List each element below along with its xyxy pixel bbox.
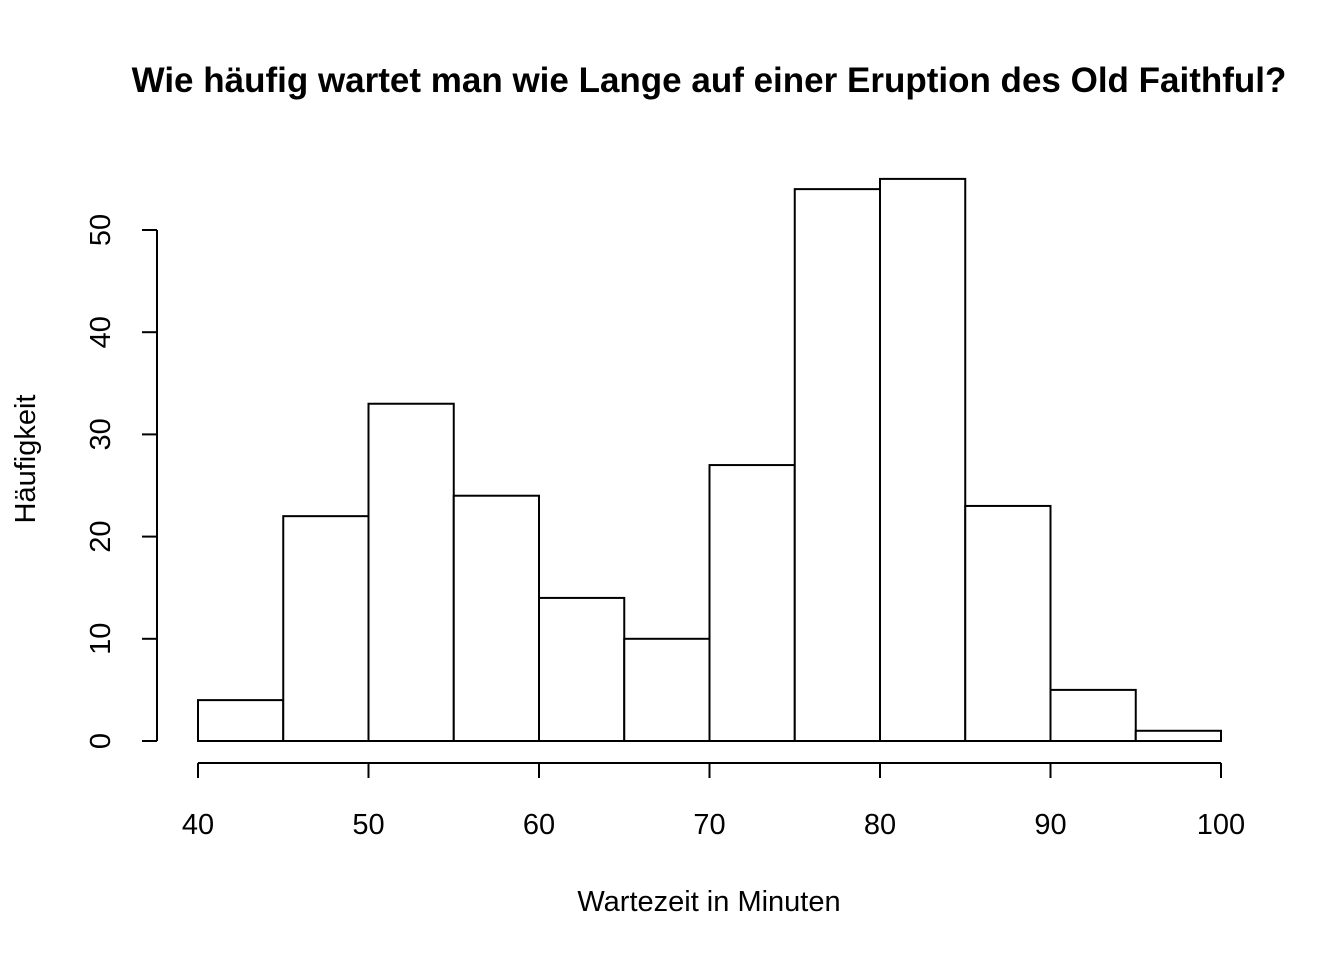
y-tick-label-0: 0 [85,733,117,749]
y-axis-label: Häufigkeit [10,395,42,524]
histogram-bar-45-50 [282,515,370,742]
histogram-bar-90-95 [1049,688,1137,743]
x-tick-label-50: 50 [352,809,384,841]
x-tick-label-90: 90 [1034,809,1066,841]
histogram-bar-65-70 [623,637,711,742]
histogram-bar-75-80 [793,188,881,742]
x-axis-label: Wartezeit in Minuten [577,886,840,918]
x-tick-label-40: 40 [182,809,214,841]
histogram-bar-70-75 [708,464,796,742]
histogram-bar-60-65 [538,596,626,742]
y-tick-label-10: 10 [85,623,117,655]
x-tick-label-80: 80 [864,809,896,841]
histogram-bars [197,177,1222,743]
x-tick-label-60: 60 [523,809,555,841]
x-tick-label-100: 100 [1197,809,1245,841]
histogram-bar-85-90 [964,504,1052,742]
chart-title: Wie häufig wartet man wie Lange auf eine… [132,61,1287,100]
y-tick-label-50: 50 [85,214,117,246]
y-tick-label-40: 40 [85,316,117,348]
x-axis: 40 50 60 70 80 90 100 [182,762,1245,841]
y-tick-label-20: 20 [85,520,117,552]
histogram-bar-40-45 [197,699,285,742]
x-tick-label-70: 70 [693,809,725,841]
histogram-bar-95-100 [1134,729,1222,743]
y-tick-label-30: 30 [85,418,117,450]
histogram-bar-80-85 [879,177,967,742]
histogram-bar-55-60 [452,494,540,742]
histogram-bar-50-55 [367,402,455,742]
y-axis: 0 10 20 30 40 50 [85,214,158,749]
